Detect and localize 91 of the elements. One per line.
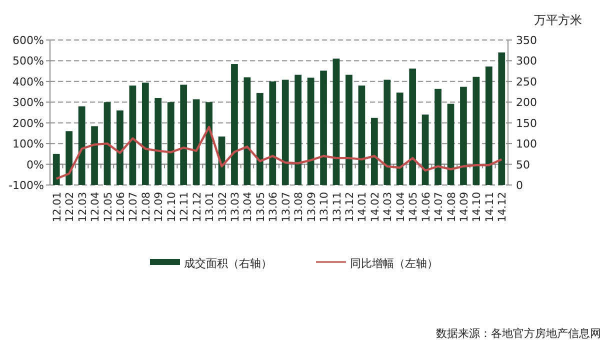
x-tick-label: 14.04 (394, 192, 407, 222)
y-tick-label: 100% (12, 138, 44, 151)
legend-label: 同比增幅（左轴） (350, 257, 438, 270)
bar (307, 78, 314, 185)
bar (282, 80, 289, 185)
bar (434, 88, 442, 185)
y2-tick-label: 150 (516, 116, 537, 130)
bar (447, 104, 454, 185)
x-tick-label: 13.11 (331, 192, 344, 222)
y2-tick-label: 0 (516, 179, 523, 192)
y-tick-label: 600% (12, 34, 44, 47)
bar (129, 86, 136, 185)
x-tick-label: 12.08 (140, 192, 152, 222)
x-tick-label: 12.07 (128, 192, 140, 222)
x-tick-label: 14.09 (458, 192, 470, 222)
x-tick-label: 14.05 (408, 192, 420, 222)
x-tick-label: 13.12 (344, 192, 356, 222)
y2-tick-label: 50 (516, 158, 530, 172)
bar (422, 114, 429, 185)
y2-tick-label: 350 (516, 34, 537, 47)
x-tick-label: 13.03 (229, 192, 242, 222)
bar (396, 92, 404, 185)
x-tick-label: 14.07 (433, 192, 446, 222)
x-tick-label: 13.02 (216, 192, 229, 222)
y2-tick-label: 300 (516, 54, 537, 68)
source-note: 数据来源：各地官方房地产信息网 (436, 327, 601, 340)
bar (256, 93, 264, 185)
bar (269, 81, 276, 185)
y-tick-label: 300% (12, 96, 44, 110)
x-tick-label: 12.11 (178, 192, 191, 222)
x-tick-label: 14.10 (471, 192, 484, 222)
bar (52, 154, 60, 185)
bar (231, 64, 238, 185)
bar (104, 102, 111, 185)
y-tick-label: 500% (12, 54, 44, 68)
bar (167, 102, 174, 185)
bar (116, 110, 124, 185)
x-tick-label: 12.10 (166, 192, 178, 222)
bar (498, 52, 506, 185)
bar (472, 76, 480, 185)
bar (370, 118, 378, 185)
bar (294, 74, 302, 185)
y2-tick-label: 250 (516, 75, 537, 88)
x-tick-label: 12.05 (102, 192, 114, 222)
bar (409, 68, 416, 185)
x-tick-label: 14.01 (356, 192, 369, 222)
x-tick-label: 13.04 (242, 192, 254, 222)
x-tick-label: 12.04 (90, 192, 102, 222)
bar (78, 106, 86, 185)
y-tick-label: -100% (8, 179, 44, 192)
x-tick-label: 12.01 (51, 192, 64, 222)
x-tick-label: 12.06 (114, 192, 127, 222)
y-tick-label: 0% (26, 158, 44, 172)
bar (91, 126, 98, 185)
x-tick-label: 14.06 (420, 192, 432, 222)
x-tick-label: 13.05 (254, 192, 267, 222)
x-tick-label: 14.08 (446, 192, 458, 222)
x-tick-label: 14.03 (382, 192, 394, 222)
x-tick-label: 12.02 (64, 192, 76, 222)
y2-axis-title: 万平方米 (534, 13, 582, 27)
bar (142, 82, 149, 185)
bar (485, 66, 492, 185)
x-tick-label: 12.03 (76, 192, 89, 222)
x-tick-label: 12.09 (153, 192, 166, 222)
x-tick-label: 12.12 (191, 192, 204, 222)
x-tick-label: 13.10 (318, 192, 331, 222)
x-tick-label: 13.06 (268, 192, 280, 222)
x-tick-label: 14.11 (484, 192, 496, 222)
bar (346, 74, 352, 185)
x-tick-label: 14.02 (369, 192, 382, 222)
y-tick-label: 200% (12, 116, 44, 130)
x-tick-label: 13.07 (280, 192, 292, 222)
x-tick-label: 13.09 (306, 192, 318, 222)
bar (154, 98, 162, 185)
legend-label: 成交面积（右轴） (184, 257, 272, 270)
bar (66, 131, 73, 185)
bar (180, 84, 188, 185)
x-tick-label: 13.01 (204, 192, 216, 222)
bar (358, 86, 366, 185)
bar (244, 77, 251, 185)
y2-tick-label: 100 (516, 138, 537, 151)
bar (460, 86, 467, 185)
bar (206, 102, 212, 185)
x-tick-label: 14.12 (496, 192, 509, 222)
bar (332, 58, 340, 185)
bar (320, 70, 327, 185)
y-tick-label: 400% (12, 75, 44, 88)
y2-tick-label: 200 (516, 96, 537, 110)
x-tick-label: 13.08 (293, 192, 306, 222)
bar (384, 80, 391, 185)
bar (192, 99, 200, 185)
